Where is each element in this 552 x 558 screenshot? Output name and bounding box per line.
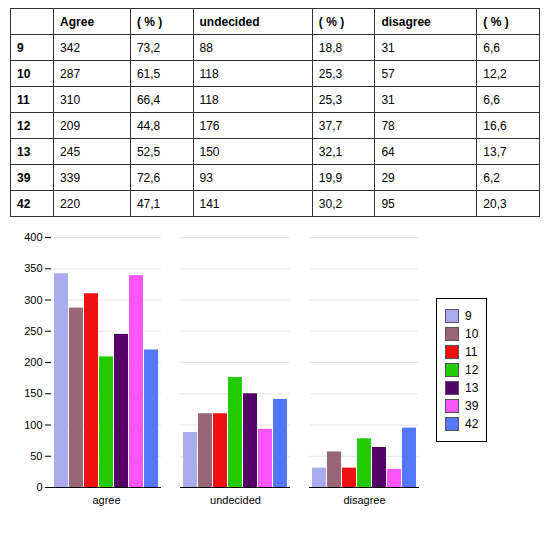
html-text:13: 13 — [465, 381, 479, 395]
html-text:57: 57 — [381, 66, 395, 81]
html-text:118: 118 — [199, 66, 219, 81]
svg-text:50: 50 — [30, 450, 42, 462]
html-text:310: 310 — [60, 92, 81, 107]
svg-text:350: 350 — [24, 262, 42, 274]
html-text:39: 39 — [465, 399, 479, 413]
html-text:37,7: 37,7 — [318, 118, 343, 133]
html-text:245: 245 — [60, 144, 81, 159]
html-text:72,6: 72,6 — [136, 170, 161, 185]
html-text:9: 9 — [465, 309, 472, 323]
svg-text:agree: agree — [92, 494, 120, 506]
html-text:disagree: disagree — [381, 14, 431, 29]
svg-text:100: 100 — [24, 419, 42, 431]
html-text:12: 12 — [17, 118, 31, 133]
html-text:78: 78 — [381, 118, 395, 133]
svg-text:300: 300 — [24, 294, 42, 306]
svg-text:250: 250 — [24, 325, 42, 337]
html-text:209: 209 — [60, 118, 81, 133]
html-text:Agree: Agree — [60, 14, 95, 29]
html-text:287: 287 — [60, 66, 81, 81]
html-text:150: 150 — [199, 144, 220, 159]
html-text:29: 29 — [381, 170, 395, 185]
html-text:42: 42 — [17, 196, 31, 211]
html-text:88: 88 — [199, 40, 213, 55]
html-text:11: 11 — [465, 345, 478, 359]
html-text:11: 11 — [17, 92, 30, 107]
html-text:66,4: 66,4 — [136, 92, 161, 107]
svg-text:200: 200 — [24, 356, 42, 368]
html-text:12,2: 12,2 — [483, 66, 507, 81]
html-text:141: 141 — [199, 196, 220, 211]
html-text:342: 342 — [60, 40, 81, 55]
html-text:61,5: 61,5 — [136, 66, 161, 81]
html-text:9: 9 — [17, 40, 24, 55]
html-text:13,7: 13,7 — [483, 144, 507, 159]
html-text:10: 10 — [17, 66, 31, 81]
svg-text:400: 400 — [24, 231, 42, 243]
svg-text:disagree: disagree — [343, 494, 385, 506]
html-text:16,6: 16,6 — [483, 118, 507, 133]
html-text:52,5: 52,5 — [136, 144, 161, 159]
html-text:95: 95 — [381, 196, 395, 211]
html-text:39: 39 — [17, 170, 31, 185]
html-text:13: 13 — [17, 144, 31, 159]
svg-text:150: 150 — [24, 387, 42, 399]
html-text:220: 220 — [60, 196, 81, 211]
html-text:6,6: 6,6 — [483, 40, 500, 55]
html-text:31: 31 — [381, 92, 395, 107]
html-text:12: 12 — [465, 363, 479, 377]
html-text:176: 176 — [199, 118, 220, 133]
html-text:6,2: 6,2 — [483, 170, 500, 185]
html-text:93: 93 — [199, 170, 213, 185]
html-text:73,2: 73,2 — [136, 40, 161, 55]
html-text:20,3: 20,3 — [483, 196, 507, 211]
html-text:47,1: 47,1 — [136, 196, 161, 211]
html-text:10: 10 — [465, 327, 479, 341]
html-text:42: 42 — [465, 417, 479, 431]
svg-text:undecided: undecided — [210, 494, 261, 506]
html-text:19,9: 19,9 — [318, 170, 343, 185]
html-text:118: 118 — [199, 92, 219, 107]
svg-text:0: 0 — [36, 481, 42, 493]
html-text:64: 64 — [381, 144, 395, 159]
html-text:44,8: 44,8 — [136, 118, 161, 133]
html-text:18,8: 18,8 — [318, 40, 343, 55]
html-text:339: 339 — [60, 170, 81, 185]
html-text:30,2: 30,2 — [318, 196, 343, 211]
html-text:25,3: 25,3 — [318, 92, 343, 107]
html-text:6,6: 6,6 — [483, 92, 500, 107]
html-text:25,3: 25,3 — [318, 66, 343, 81]
html-text:32,1: 32,1 — [318, 144, 343, 159]
html-text:undecided: undecided — [199, 14, 260, 29]
html-text:31: 31 — [381, 40, 395, 55]
